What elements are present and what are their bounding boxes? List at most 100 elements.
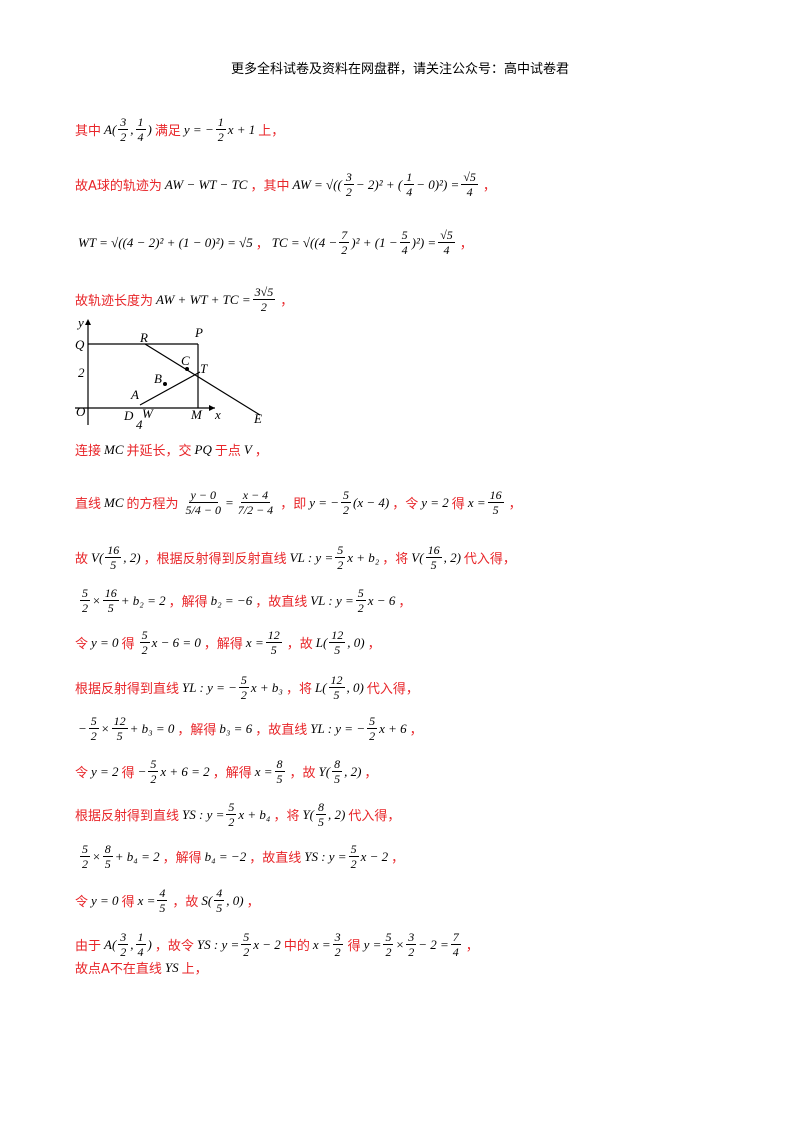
math-text: − 0)²) =	[416, 176, 460, 192]
fraction: y − 0 5/4 − 0	[184, 488, 223, 517]
denominator: 4	[452, 945, 459, 959]
denominator: 4	[406, 185, 413, 199]
denominator: 2	[350, 857, 357, 871]
fraction: √5 4	[461, 170, 478, 199]
denominator: 5	[318, 815, 325, 829]
fraction: 12 5	[328, 673, 345, 702]
math-text: x =	[137, 892, 156, 908]
math: −5 2 × 12 5 + b₃ = 0	[78, 714, 174, 743]
denominator: 4	[137, 130, 144, 144]
numerator: 8	[274, 757, 285, 772]
denominator: 2	[120, 130, 127, 144]
denominator: 2	[228, 815, 235, 829]
math-text: x + 1	[227, 121, 256, 137]
fraction: 12 5	[265, 628, 282, 657]
numerator: x − 4	[240, 488, 271, 503]
denominator: 5	[116, 729, 123, 743]
math-text: y = −	[183, 121, 214, 137]
numerator: 3	[406, 930, 417, 945]
denominator: 2	[345, 185, 352, 199]
math-text: −	[137, 763, 147, 779]
math-text: ×	[92, 848, 101, 864]
math-text: x − 2	[360, 848, 389, 864]
text: ，令	[392, 497, 419, 512]
text: 其中	[75, 124, 102, 139]
fraction: √5 4	[438, 228, 455, 257]
math: 5 2 × 8 5 + b₄ = 2	[78, 842, 160, 871]
denominator: 2	[337, 558, 344, 572]
math-text: YS : y =	[304, 848, 347, 864]
figure-label: P	[194, 325, 203, 340]
math-text: − 2)² + (	[355, 176, 403, 192]
numerator: 12	[265, 628, 282, 643]
fraction: 12 5	[329, 628, 346, 657]
math-text: Y(	[302, 806, 315, 822]
math: YL : y = −5 2 x + 6	[310, 714, 406, 743]
math-text: , 0)	[226, 892, 244, 908]
denominator: 5	[333, 688, 340, 702]
numerator: 7	[339, 228, 350, 243]
arrow	[209, 405, 215, 411]
math: WT = √((4 − 2)² + (1 − 0)²) = √5	[78, 235, 253, 251]
denominator: 5	[334, 643, 341, 657]
text: 由于	[75, 939, 102, 954]
text: ，故	[286, 637, 313, 652]
numerator: 5	[383, 930, 394, 945]
text: 令	[75, 766, 89, 781]
numerator: 3	[343, 170, 354, 185]
denominator: 2	[341, 243, 348, 257]
math-text: MC	[104, 494, 124, 510]
numerator: 16	[105, 543, 122, 558]
numerator: 16	[487, 488, 504, 503]
figure-label: 4	[136, 417, 143, 430]
math-text: x =	[254, 763, 273, 779]
math-text: ×	[92, 592, 101, 608]
numerator: √5	[461, 170, 478, 185]
text: 上，	[181, 962, 208, 977]
math-text: AW = √((	[292, 176, 342, 192]
fraction: 12 5	[111, 714, 128, 743]
fraction: 16 5	[105, 543, 122, 572]
text: 的方程为	[126, 497, 179, 512]
text: ，	[255, 237, 269, 252]
text: 根据反射得到直线	[75, 682, 180, 697]
math-text: b₂ = −6	[210, 592, 253, 608]
text: ，解得	[212, 766, 252, 781]
numerator: 7	[450, 930, 461, 945]
math-text: )²) =	[411, 234, 437, 250]
text-line: 连接 MC 并延长，交 PQ 于点 V，	[75, 440, 268, 460]
math-text: x =	[245, 634, 264, 650]
numerator: 8	[332, 757, 343, 772]
numerator: 3	[118, 930, 129, 945]
math: TC = √((4 − 7 2)² + (1 − 5 4)²) = √5 4	[272, 228, 457, 257]
denominator: 2	[82, 601, 88, 615]
denominator: 2	[369, 729, 376, 743]
denominator: 5	[107, 601, 114, 615]
figure-label: W	[142, 406, 154, 421]
math: PQ	[195, 442, 212, 458]
text: ，	[364, 766, 378, 781]
text: 得	[347, 939, 361, 954]
math-text: (x − 4)	[353, 494, 390, 510]
text: 得	[121, 766, 135, 781]
math-text: L(	[314, 679, 327, 695]
text: ，解得	[177, 723, 217, 738]
denominator: 2	[408, 945, 415, 959]
denominator: 4	[466, 185, 473, 199]
math: A(3 2, 1 4)	[104, 930, 152, 959]
math-text: YS : y =	[196, 936, 240, 952]
math: y − 0 5/4 − 0 = x − 4 7/2 − 4	[182, 488, 278, 517]
math: S(4 5, 0)	[201, 886, 243, 915]
